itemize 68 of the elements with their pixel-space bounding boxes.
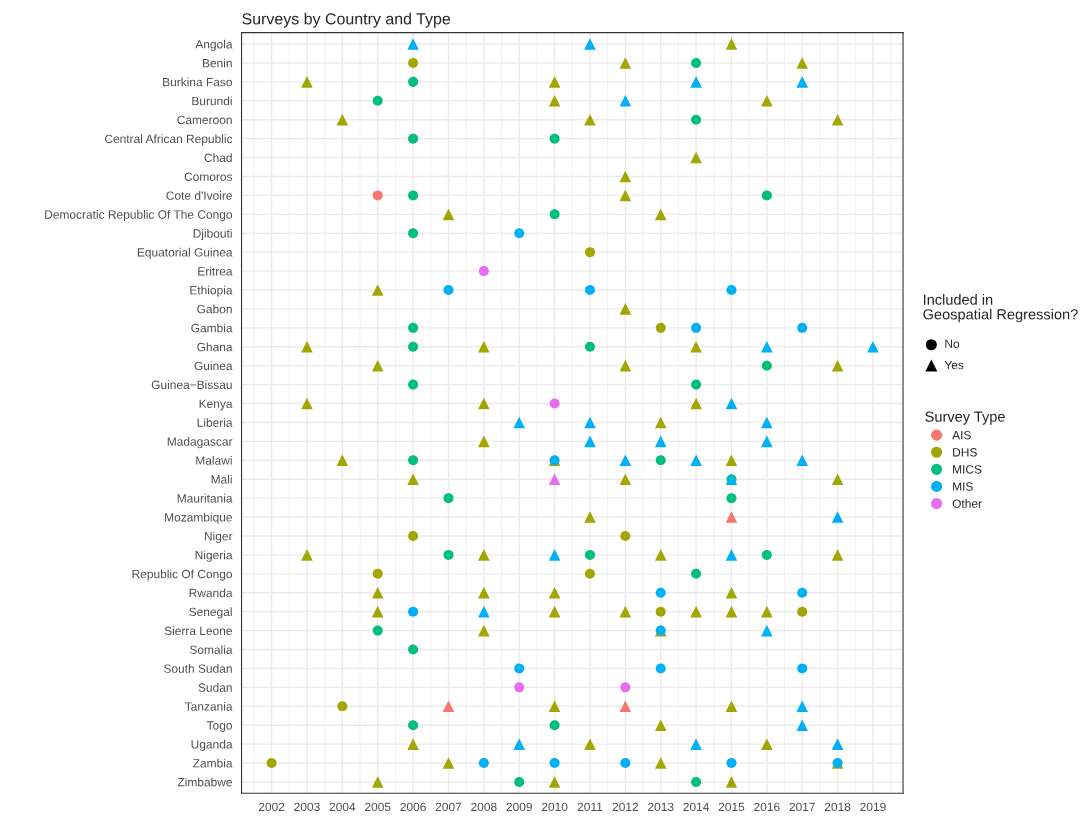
y-tick-label: Eritrea — [198, 266, 233, 276]
y-tick-label: Mauritania — [177, 493, 233, 503]
y-tick-label: Kenya — [199, 399, 233, 411]
legend-label: DHS — [953, 448, 977, 457]
y-tick-label: Burkina Faso — [163, 77, 233, 87]
y-tick-label: Senegal — [189, 607, 232, 619]
legend-label: AIS — [952, 430, 971, 440]
y-tick-label: Cote d'Ivoire — [166, 191, 232, 200]
x-tick-label: 2013 — [648, 802, 674, 812]
x-tick-label: 2018 — [824, 802, 851, 812]
y-tick-label: Angola — [195, 39, 233, 51]
chart-title: Surveys by Country and Type — [242, 12, 451, 28]
y-tick-label: Zambia — [193, 758, 233, 768]
y-tick-label: Democratic Republic Of The Congo — [45, 209, 233, 222]
y-tick-label: Burundi — [192, 96, 232, 106]
legend-label: MICS — [953, 465, 982, 474]
y-tick-label: Equatorial Guinea — [137, 247, 233, 259]
y-tick-label: Chad — [204, 153, 232, 162]
y-tick-label: Mozambique — [165, 512, 232, 524]
y-tick-label: Republic Of Congo — [132, 569, 233, 581]
x-tick-label: 2016 — [754, 802, 780, 812]
y-tick-label: Sierra Leone — [164, 626, 232, 636]
x-tick-label: 2004 — [329, 802, 356, 812]
x-tick-label: 2014 — [683, 802, 710, 812]
y-tick-label: Malawi — [196, 455, 232, 465]
y-tick-label: Guinea — [194, 361, 233, 371]
y-tick-label: Ghana — [197, 342, 233, 352]
x-tick-label: 2005 — [365, 802, 391, 812]
x-tick-label: 2003 — [294, 802, 320, 812]
y-tick-label: Zimbabwe — [177, 777, 232, 787]
y-tick-label: Niger — [204, 531, 233, 543]
x-tick-label: 2011 — [577, 802, 603, 812]
y-tick-label: Djibouti — [193, 228, 232, 241]
y-tick-label: Madagascar — [167, 437, 233, 449]
x-tick-label: 2009 — [506, 802, 532, 812]
x-tick-label: 2002 — [258, 802, 285, 812]
text: No — [945, 339, 960, 348]
y-tick-label: Comoros — [184, 172, 233, 181]
x-tick-label: 2012 — [612, 802, 639, 812]
y-tick-label: Central African Republic — [104, 134, 233, 146]
y-tick-label: Cameroon — [177, 115, 232, 125]
y-tick-label: Rwanda — [189, 588, 233, 598]
x-tick-label: 2010 — [541, 802, 568, 812]
y-tick-label: Liberia — [197, 418, 233, 427]
text: Yes — [944, 360, 964, 370]
y-tick-label: Nigeria — [195, 550, 233, 562]
x-tick-label: 2019 — [860, 802, 886, 812]
x-tick-label: 2007 — [435, 802, 462, 812]
y-tick-label: Uganda — [191, 739, 233, 751]
x-tick-label: 2008 — [471, 802, 497, 812]
x-tick-label: 2015 — [718, 802, 745, 812]
legend-label: MIS — [953, 482, 973, 491]
x-tick-label: 2006 — [400, 802, 426, 812]
y-tick-label: Benin — [202, 58, 232, 68]
y-tick-label: Ethiopia — [190, 285, 233, 297]
y-tick-label: Somalia — [189, 645, 233, 654]
y-tick-label: Gabon — [197, 304, 232, 314]
y-tick-label: South Sudan — [163, 664, 232, 673]
y-tick-label: Togo — [206, 721, 233, 732]
y-tick-label: Guinea−Bissau — [151, 380, 232, 390]
x-tick-label: 2017 — [789, 802, 815, 812]
legend-title: Survey Type — [925, 411, 1005, 425]
y-tick-label: Mali — [211, 474, 232, 484]
y-tick-label: Gambia — [191, 323, 233, 333]
y-tick-label: Tanzania — [184, 701, 233, 711]
text: Included in Geospatial Regression? — [923, 294, 1078, 323]
legend-label: Other — [952, 499, 982, 508]
y-tick-label: Sudan — [198, 683, 232, 692]
